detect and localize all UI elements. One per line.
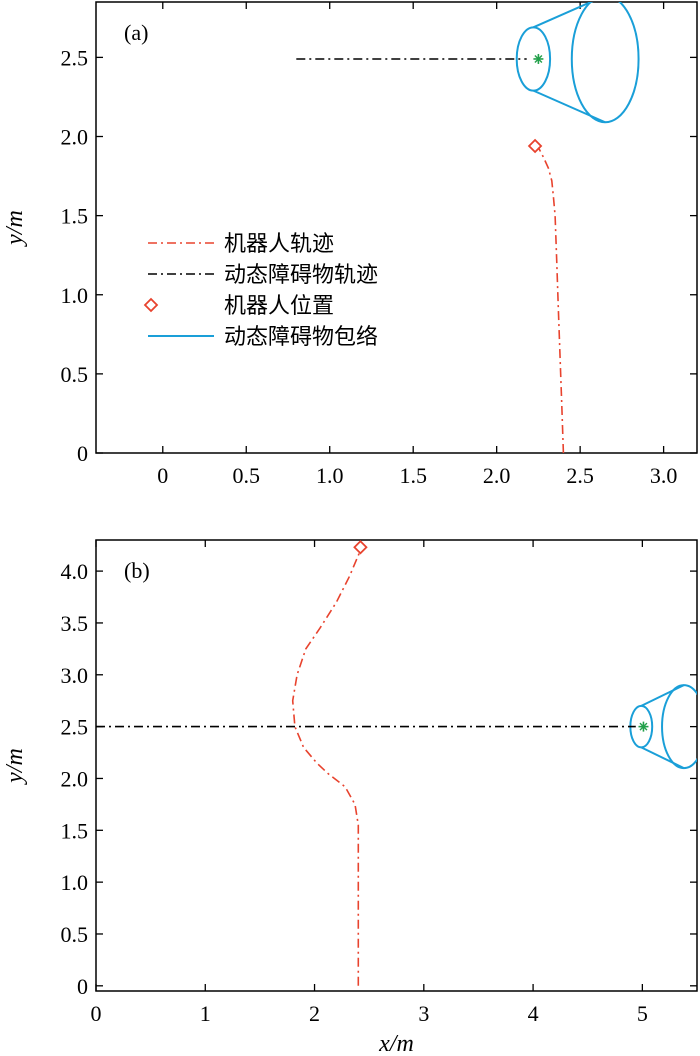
y-tick-label: 3.5 [61,611,89,636]
y-tick-label: 1.0 [61,283,89,308]
y-tick-label: 2.0 [61,766,89,791]
robot-position-marker [353,540,368,555]
y-tick-label: 1.5 [61,818,89,843]
legend-label: 动态障碍物轨迹 [224,263,378,288]
y-tick-label: 2.0 [61,125,89,150]
y-tick-label: 2.5 [61,715,89,740]
legend-item: 动态障碍物轨迹 [148,263,378,288]
x-axis-label: x/m [378,1031,414,1056]
x-tick-label: 0 [91,1001,102,1026]
x-tick-label: 1.0 [316,463,344,488]
panel-b: 0 1 2 3 4 5 0 0.5 1.0 1.5 2.0 2.5 3.0 3.5 4.0 y/m x/m (b) [2,539,698,1056]
x-tick-label: 0.5 [233,463,261,488]
envelope-edge-top [532,2,594,29]
envelope-far-ellipse [661,684,697,770]
plot-area [296,2,640,453]
x-tick-label: 5 [637,1001,648,1026]
legend-label: 动态障碍物包络 [224,325,378,350]
y-tick-label: 1.0 [61,870,89,895]
y-tick-label: 0 [77,974,88,999]
robot-position-marker [527,138,543,154]
envelope-near-ellipse [515,26,552,92]
obstacle-center-marker [638,721,649,732]
x-tick-label: 1 [200,1001,211,1026]
x-tick-label: 2.0 [483,463,511,488]
plot-frame [95,539,698,992]
y-tick-label: 3.0 [61,663,89,688]
plot-area [96,540,697,986]
x-tick-label: 1.5 [399,463,427,488]
x-tick-label: 4 [528,1001,539,1026]
panel-label: (a) [124,20,148,45]
panel-label: (b) [124,558,150,583]
envelope-edge-bottom [532,89,606,124]
y-tick-label: 1.5 [61,204,89,229]
y-axis-label: y/m [2,748,28,785]
envelope-edge-bottom [640,746,685,769]
y-tick-label: 4.0 [61,559,89,584]
envelope-edge-top [640,684,685,707]
x-tick-label: 0 [157,463,168,488]
legend-item: 动态障碍物包络 [148,325,378,350]
envelope-far-ellipse [570,2,640,124]
legend-label: 机器人位置 [224,294,334,319]
legend-item: 机器人轨迹 [148,232,334,257]
y-tick-label: 0.5 [61,922,89,947]
obstacle-center-marker [533,53,544,64]
y-tick-label: 0 [77,441,88,466]
legend-label: 机器人轨迹 [224,232,334,257]
legend-swatch-diamond [143,297,159,313]
robot-trajectory-line [291,550,362,986]
y-tick-label: 2.5 [61,45,89,70]
y-axis-label: y/m [2,210,28,247]
legend-item: 机器人位置 [143,294,334,319]
panel-a: 0 0.5 1.0 1.5 2.0 2.5 3.0 0 0.5 1.0 1.5 2.0 2.5 y/m (a… [2,1,698,488]
plot-frame [95,1,698,454]
x-tick-label: 2 [309,1001,320,1026]
x-tick-label: 3.0 [650,463,678,488]
robot-trajectory-line [537,147,565,453]
x-tick-label: 3 [418,1001,429,1026]
y-tick-label: 0.5 [61,362,89,387]
x-tick-label: 2.5 [566,463,594,488]
